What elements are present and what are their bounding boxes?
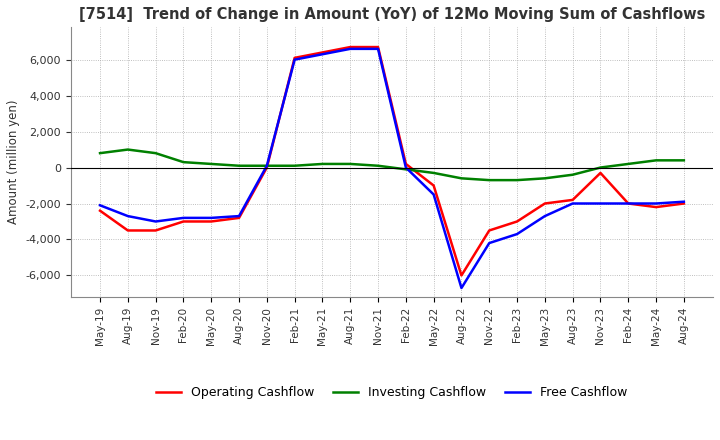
Operating Cashflow [568,197,577,202]
Free Cashflow [290,57,299,62]
Investing Cashflow [624,161,633,167]
Investing Cashflow [457,176,466,181]
Investing Cashflow [263,163,271,169]
Operating Cashflow [596,170,605,176]
Investing Cashflow [429,170,438,176]
Operating Cashflow [429,183,438,188]
Operating Cashflow [485,228,494,233]
Operating Cashflow [457,273,466,278]
Investing Cashflow [513,177,521,183]
Line: Free Cashflow: Free Cashflow [100,49,684,288]
Free Cashflow [235,213,243,219]
Operating Cashflow [402,161,410,167]
Investing Cashflow [402,167,410,172]
Investing Cashflow [596,165,605,170]
Investing Cashflow [96,150,104,156]
Free Cashflow [624,201,633,206]
Operating Cashflow [624,201,633,206]
Y-axis label: Amount (million yen): Amount (million yen) [7,100,20,224]
Investing Cashflow [235,163,243,169]
Line: Operating Cashflow: Operating Cashflow [100,47,684,275]
Free Cashflow [346,46,354,51]
Line: Investing Cashflow: Investing Cashflow [100,150,684,180]
Free Cashflow [652,201,660,206]
Free Cashflow [318,51,327,57]
Free Cashflow [568,201,577,206]
Operating Cashflow [513,219,521,224]
Operating Cashflow [318,50,327,55]
Free Cashflow [96,203,104,208]
Operating Cashflow [346,44,354,50]
Free Cashflow [402,165,410,170]
Investing Cashflow [290,163,299,169]
Investing Cashflow [151,150,160,156]
Investing Cashflow [680,158,688,163]
Operating Cashflow [96,208,104,213]
Investing Cashflow [568,172,577,177]
Investing Cashflow [652,158,660,163]
Operating Cashflow [124,228,132,233]
Investing Cashflow [485,177,494,183]
Free Cashflow [263,163,271,169]
Operating Cashflow [179,219,188,224]
Free Cashflow [179,215,188,220]
Free Cashflow [541,213,549,219]
Investing Cashflow [374,163,382,169]
Free Cashflow [124,213,132,219]
Operating Cashflow [680,201,688,206]
Operating Cashflow [235,215,243,220]
Free Cashflow [485,240,494,246]
Operating Cashflow [652,205,660,210]
Operating Cashflow [263,165,271,170]
Legend: Operating Cashflow, Investing Cashflow, Free Cashflow: Operating Cashflow, Investing Cashflow, … [151,381,633,404]
Operating Cashflow [290,55,299,60]
Free Cashflow [513,231,521,237]
Operating Cashflow [151,228,160,233]
Free Cashflow [151,219,160,224]
Investing Cashflow [179,160,188,165]
Investing Cashflow [346,161,354,167]
Operating Cashflow [207,219,215,224]
Free Cashflow [596,201,605,206]
Free Cashflow [374,46,382,51]
Investing Cashflow [541,176,549,181]
Operating Cashflow [541,201,549,206]
Free Cashflow [457,286,466,291]
Investing Cashflow [318,161,327,167]
Free Cashflow [429,192,438,197]
Operating Cashflow [374,44,382,50]
Free Cashflow [680,199,688,204]
Investing Cashflow [207,161,215,167]
Free Cashflow [207,215,215,220]
Title: [7514]  Trend of Change in Amount (YoY) of 12Mo Moving Sum of Cashflows: [7514] Trend of Change in Amount (YoY) o… [78,7,705,22]
Investing Cashflow [124,147,132,152]
